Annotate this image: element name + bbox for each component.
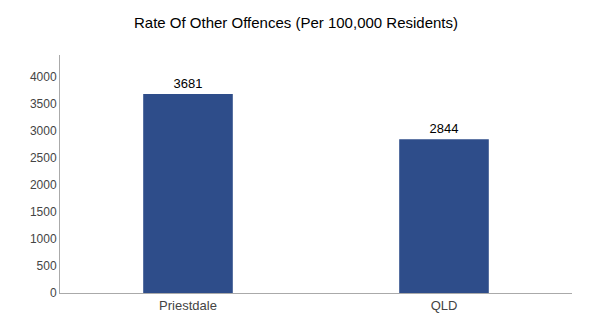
svg-text:500: 500 [37,259,57,273]
svg-text:4000: 4000 [30,70,57,84]
svg-text:3500: 3500 [30,97,57,111]
svg-text:QLD: QLD [431,298,458,313]
svg-text:Priestdale: Priestdale [159,298,217,313]
svg-text:0: 0 [50,286,57,300]
svg-text:2000: 2000 [30,178,57,192]
svg-text:3000: 3000 [30,124,57,138]
svg-text:2500: 2500 [30,151,57,165]
svg-text:2844: 2844 [430,121,459,136]
svg-text:1500: 1500 [30,205,57,219]
svg-text:1000: 1000 [30,232,57,246]
svg-text:3681: 3681 [174,76,203,91]
svg-text:Rate Of Other Offences (Per 10: Rate Of Other Offences (Per 100,000 Resi… [134,14,458,31]
